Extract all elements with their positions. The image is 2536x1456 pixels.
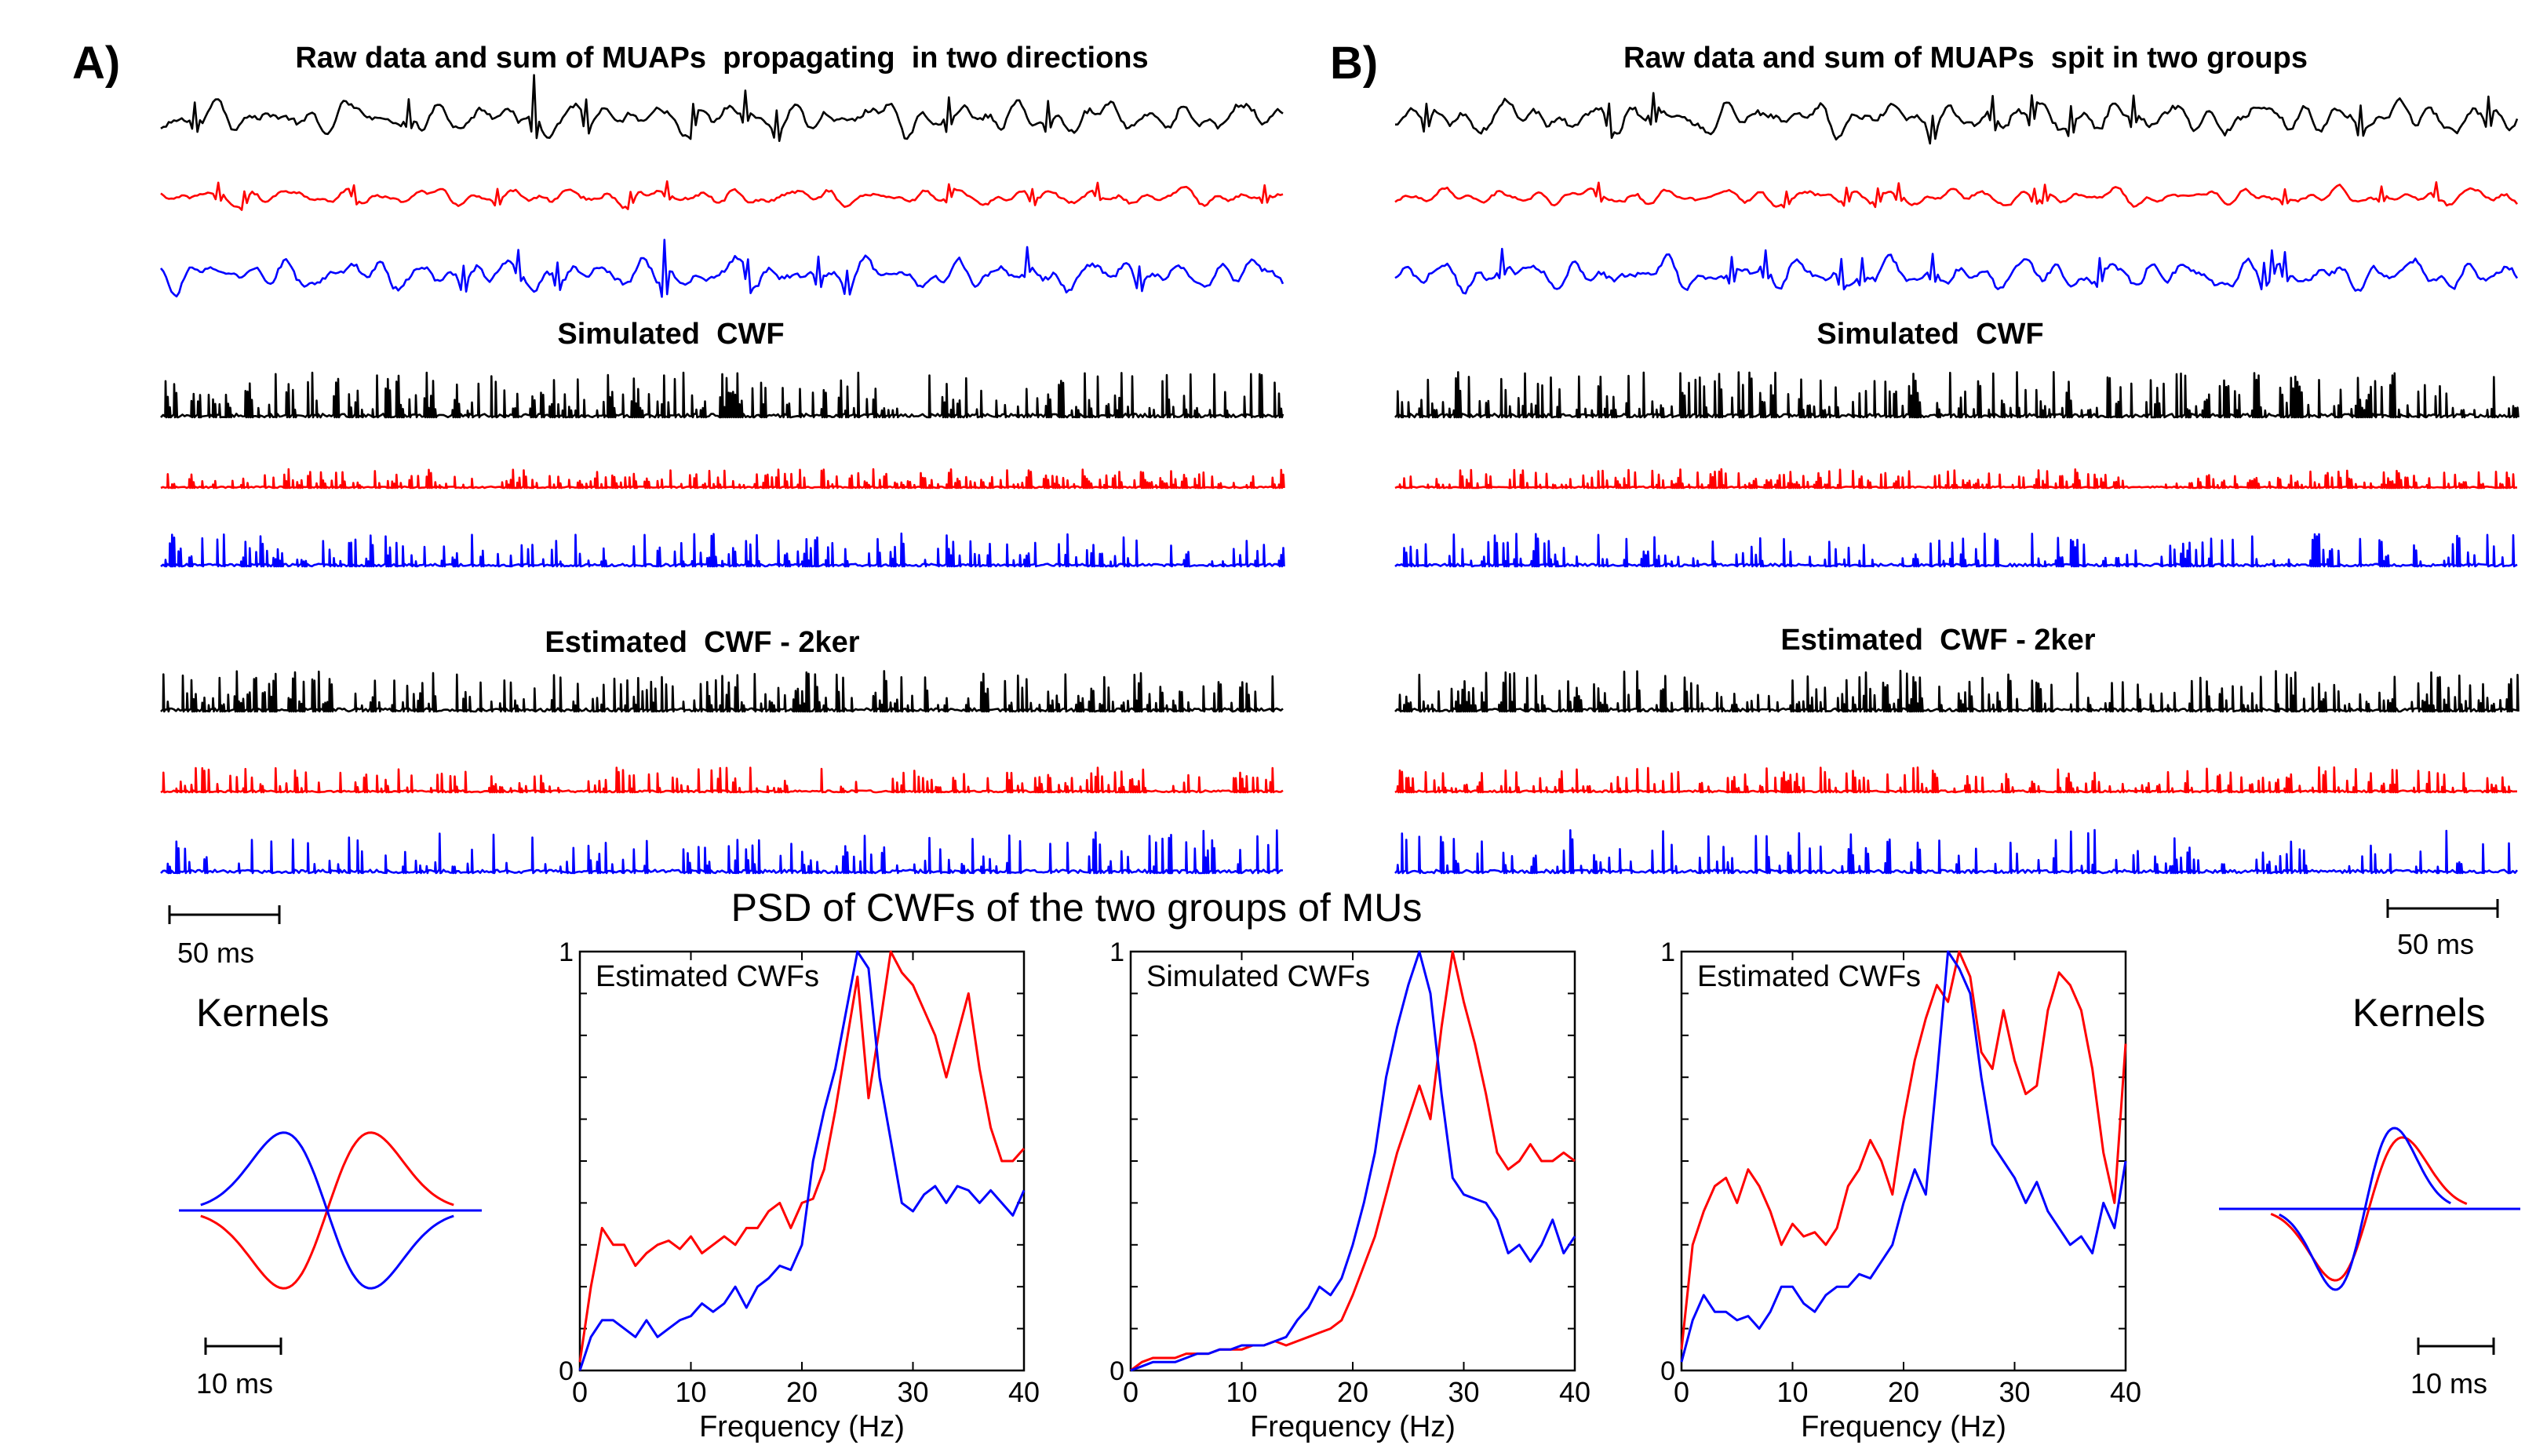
y-tick-label: 1 — [1110, 937, 1124, 967]
panel-a-sim-blue-trace — [160, 532, 1285, 568]
kernel-right-blue-trace — [2279, 1127, 2451, 1291]
panel-b-letter: B) — [1330, 38, 1378, 89]
panel-a-raw-title: Raw data and sum of MUAPs propagating in… — [295, 42, 1148, 75]
panel-b-raw-black-trace — [1394, 92, 2519, 145]
panel-b-sim-red-trace — [1394, 468, 2518, 490]
x-tick-label: 20 — [786, 1376, 818, 1408]
y-tick-label: 0 — [1110, 1356, 1124, 1386]
panel-a-scalebar-label: 50 ms — [177, 937, 254, 969]
panel-a-sim-title: Simulated CWF — [557, 318, 784, 351]
x-tick-label: 0 — [572, 1376, 588, 1408]
panel-a-est-black-trace — [160, 670, 1284, 713]
series-line-red — [1130, 950, 1576, 1372]
x-tick-label: 30 — [897, 1376, 928, 1408]
panel-b-time-scalebar — [2386, 899, 2499, 918]
x-tick-label: 40 — [1008, 1376, 1040, 1408]
kernels-label-right: Kernels — [2352, 991, 2486, 1035]
x-tick-label: 10 — [1226, 1376, 1257, 1408]
series-line-red — [578, 950, 1026, 1363]
psd-chart-title: Estimated CWFs — [596, 960, 819, 993]
psd-chart-title: Simulated CWFs — [1146, 960, 1370, 993]
kernels-label-left: Kernels — [196, 991, 330, 1035]
panel-b-est-title: Estimated CWF - 2ker — [1780, 624, 2095, 657]
x-tick-label: 30 — [1999, 1376, 2030, 1408]
kernel-plot-left — [179, 1131, 482, 1290]
psd-chart-2: 0 10 20 30 40 0 1 Simulated CWFs Frequency (Hz) — [1110, 937, 1590, 1443]
plot-frame — [1129, 950, 1576, 1372]
y-tick-label: 0 — [1660, 1356, 1675, 1386]
y-tick-label: 1 — [559, 937, 574, 967]
panel-a-est-blue-trace — [160, 829, 1284, 875]
panel-b-raw-blue-trace — [1394, 247, 2519, 295]
psd-chart-title: Estimated CWFs — [1697, 960, 1921, 993]
panel-a-sim-red-trace — [160, 468, 1285, 490]
panel-a-est-red-trace — [160, 766, 1284, 794]
x-axis-label: Frequency (Hz) — [699, 1410, 905, 1443]
kernel-right-scalebar-label: 10 ms — [2410, 1367, 2487, 1400]
panel-b-raw-title: Raw data and sum of MUAPs spit in two gr… — [1623, 42, 2308, 75]
panel-b-raw-red-trace — [1394, 181, 2519, 209]
x-tick-label: 40 — [2110, 1376, 2141, 1408]
x-axis-label: Frequency (Hz) — [1250, 1410, 1456, 1443]
x-tick-label: 30 — [1448, 1376, 1479, 1408]
series-line-blue — [578, 950, 1026, 1371]
panel-b-est-red-trace — [1394, 766, 2517, 794]
x-tick-label: 40 — [1559, 1376, 1590, 1408]
kernel-left-blue-trace — [200, 1131, 454, 1290]
plot-frame — [1680, 950, 2127, 1372]
series-line-blue — [1130, 950, 1576, 1372]
panel-a-est-title: Estimated CWF - 2ker — [545, 626, 859, 659]
panel-b-sim-blue-trace — [1394, 532, 2518, 568]
y-tick-label: 0 — [559, 1356, 574, 1386]
panel-a-letter: A) — [72, 38, 120, 89]
panel-b-scalebar-label: 50 ms — [2397, 928, 2474, 960]
psd-chart-3: 0 10 20 30 40 0 1 Estimated CWFs Frequency (Hz) — [1660, 937, 2141, 1443]
x-tick-label: 10 — [1776, 1376, 1808, 1408]
kernel-left-scalebar-label: 10 ms — [196, 1367, 273, 1400]
x-tick-label: 0 — [1674, 1376, 1689, 1408]
panel-b-sim-title: Simulated CWF — [1816, 318, 2043, 351]
panel-a-raw-red-trace — [160, 180, 1284, 211]
panel-b-est-black-trace — [1394, 669, 2520, 713]
y-tick-label: 1 — [1660, 937, 1675, 967]
psd-chart-1: 0 10 20 30 40 0 1 Estimated CWFs Frequency (Hz) — [559, 937, 1040, 1443]
kernel-plot-right — [2219, 1127, 2520, 1291]
series-line-blue — [1680, 950, 2127, 1363]
kernel-right-red-trace — [2270, 1136, 2468, 1282]
signal-traces — [159, 74, 2520, 875]
x-tick-label: 10 — [675, 1376, 706, 1408]
x-axis-label: Frequency (Hz) — [1801, 1410, 2006, 1443]
panel-a-sim-black-trace — [160, 371, 1284, 419]
panel-b-sim-black-trace — [1394, 371, 2520, 419]
psd-title: PSD of CWFs of the two groups of MUs — [731, 886, 1423, 930]
x-tick-label: 20 — [1888, 1376, 1919, 1408]
plot-frame — [578, 950, 1026, 1372]
kernel-left-scalebar — [204, 1338, 282, 1355]
panel-a-raw-black-trace — [160, 74, 1284, 142]
kernel-right-scalebar — [2417, 1338, 2495, 1355]
panel-a-raw-blue-trace — [159, 238, 1284, 298]
series-line-red — [1680, 950, 2127, 1350]
x-tick-label: 20 — [1337, 1376, 1368, 1408]
panel-b-est-blue-trace — [1394, 828, 2519, 875]
panel-a-time-scalebar — [168, 905, 281, 924]
x-tick-label: 0 — [1123, 1376, 1139, 1408]
